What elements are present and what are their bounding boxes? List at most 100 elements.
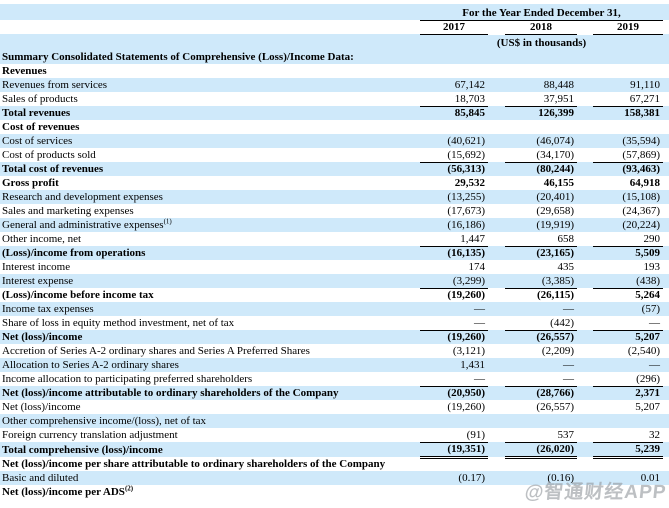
cell-2019: 32	[593, 428, 663, 443]
row-label: Sales and marketing expenses	[0, 204, 420, 218]
column-gap	[577, 78, 593, 92]
table-row: Income allocation to participating prefe…	[0, 372, 669, 387]
row-label-text: Accretion of Series A-2 ordinary shares …	[2, 345, 310, 357]
column-gap	[488, 386, 505, 400]
column-gap	[488, 260, 505, 274]
row-label-text: Other income, net	[2, 233, 82, 245]
cell-2018: (26,557)	[536, 401, 574, 413]
row-label: Income allocation to participating prefe…	[0, 372, 420, 386]
column-gap	[577, 106, 593, 120]
cell-2018	[505, 485, 577, 499]
cell-2019: (35,594)	[622, 135, 660, 147]
row-label-text: Net (loss)/income	[2, 401, 81, 413]
row-label-text: Revenues from services	[2, 79, 108, 91]
header-spacer	[0, 20, 420, 34]
cell-2018: (0.16)	[547, 472, 574, 484]
column-gap	[577, 330, 593, 344]
cell-2018: 126,399	[538, 107, 574, 119]
right-margin	[663, 92, 669, 106]
cell-2019: 67,271	[593, 92, 663, 107]
header-spacer	[663, 4, 669, 20]
column-gap	[488, 190, 505, 204]
cell-2019: (57,869)	[593, 148, 663, 163]
cell-2019	[593, 414, 663, 428]
table-row: Sales of products 18,703 37,951 67,271	[0, 92, 669, 107]
right-margin	[663, 386, 669, 400]
table-row: Net (loss)/income per ADS(2)	[0, 485, 669, 499]
column-gap	[488, 218, 505, 232]
row-label-text: General and administrative expenses	[2, 219, 164, 231]
column-gap	[577, 92, 593, 106]
column-gap	[488, 442, 505, 457]
cell-2019: 5,207	[635, 331, 660, 343]
table-row: Interest income 174 435 193	[0, 260, 669, 274]
column-gap	[488, 288, 505, 302]
column-gap	[577, 190, 593, 204]
table-row: Share of loss in equity method investmen…	[0, 316, 669, 331]
cell-2017	[420, 64, 488, 78]
row-label: Cost of products sold	[0, 148, 420, 162]
row-label: Total revenues	[0, 106, 420, 120]
row-label: Other comprehensive income/(loss), net o…	[0, 414, 420, 428]
row-label: Net (loss)/income	[0, 330, 420, 344]
table-row: (Loss)/income from operations (16,135) (…	[0, 246, 669, 260]
row-label: (Loss)/income before income tax	[0, 288, 420, 302]
column-gap	[577, 386, 593, 400]
row-label-text: Net (loss)/income	[2, 331, 83, 343]
column-gap	[577, 260, 593, 274]
column-gap	[488, 414, 505, 428]
right-margin	[663, 78, 669, 92]
right-margin	[663, 260, 669, 274]
cell-2017: (15,692)	[420, 148, 488, 163]
row-label-text: Basic and diluted	[2, 472, 79, 484]
table-row: Interest expense (3,299) (3,385) (438)	[0, 274, 669, 289]
column-gap	[577, 204, 593, 218]
table-header: For the Year Ended December 31, 2017 201…	[0, 4, 669, 50]
cell-2019: (438)	[593, 274, 663, 289]
cell-2019: (2,540)	[627, 345, 660, 357]
column-gap	[488, 204, 505, 218]
cell-2017: (19,351)	[420, 442, 488, 459]
column-gap	[577, 442, 593, 457]
row-label-text: Gross profit	[2, 177, 59, 189]
cell-2017: (16,186)	[447, 219, 485, 231]
cell-2018: (80,244)	[536, 163, 574, 175]
right-margin	[663, 190, 669, 204]
column-gap	[488, 302, 505, 316]
year-header-2018: 2018	[505, 20, 577, 35]
cell-2019	[593, 485, 663, 499]
column-gap	[577, 20, 593, 34]
row-label-text: Total comprehensive (loss)/income	[2, 444, 163, 456]
column-gap	[577, 471, 593, 485]
period-header-row: For the Year Ended December 31,	[0, 4, 669, 21]
cell-2019: 2,371	[635, 387, 660, 399]
column-gap	[577, 246, 593, 260]
row-label: Other income, net	[0, 232, 420, 246]
cell-2017: (20,950)	[447, 387, 485, 399]
column-gap	[488, 274, 505, 288]
cell-2017	[420, 120, 488, 134]
cell-2017: 1,447	[420, 232, 488, 247]
row-label: Cost of revenues	[0, 120, 420, 134]
cell-2018	[505, 64, 577, 78]
row-label: Research and development expenses	[0, 190, 420, 204]
row-label: (Loss)/income from operations	[0, 246, 420, 260]
table-row: Cost of revenues	[0, 120, 669, 134]
column-gap	[488, 92, 505, 106]
table-row: Total cost of revenues (56,313) (80,244)…	[0, 162, 669, 176]
column-gap	[577, 148, 593, 162]
table-row: Research and development expenses (13,25…	[0, 190, 669, 204]
cell-2019: (24,367)	[622, 205, 660, 217]
cell-2017: 29,532	[454, 177, 485, 189]
year-header-2019: 2019	[593, 20, 664, 35]
cell-2019: 5,509	[635, 247, 660, 259]
cell-2019: 5,207	[635, 401, 660, 413]
right-margin	[663, 400, 669, 414]
right-margin	[663, 232, 669, 246]
units-header-row: (US$ in thousands)	[0, 34, 669, 50]
column-gap	[577, 176, 593, 190]
right-margin	[663, 358, 669, 372]
financial-table-body: Summary Consolidated Statements of Compr…	[0, 50, 669, 499]
right-margin	[663, 316, 669, 330]
cell-2019: 290	[593, 232, 663, 247]
